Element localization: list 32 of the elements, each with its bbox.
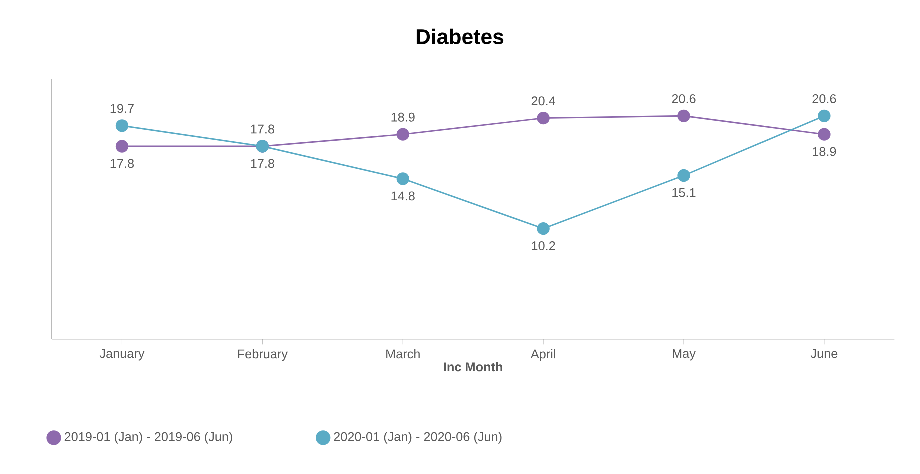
point xyxy=(678,110,690,122)
data-label: 15.1 xyxy=(672,188,696,198)
x-tick-label: January xyxy=(100,349,145,361)
point xyxy=(396,172,410,186)
point xyxy=(818,110,831,122)
data-label: 19.7 xyxy=(110,104,134,114)
data-label: 17.8 xyxy=(251,159,274,168)
point xyxy=(116,140,129,153)
data-label: 18.9 xyxy=(392,112,415,122)
chart-title: Diabetes xyxy=(416,28,504,44)
data-label: 20.4 xyxy=(532,96,556,106)
point xyxy=(537,112,550,125)
x-axis-title: Inc Month xyxy=(444,362,502,372)
point xyxy=(537,222,550,236)
point xyxy=(116,120,129,132)
point xyxy=(818,128,831,141)
legend-label: 2020-01 (Jan) - 2020-06 (Jun) xyxy=(334,432,502,444)
data-label: 20.6 xyxy=(812,94,836,104)
x-tick-label: March xyxy=(386,349,420,359)
data-label: 20.6 xyxy=(672,94,696,104)
point xyxy=(678,169,690,182)
point xyxy=(396,128,410,141)
legend-label: 2019-01 (Jan) - 2019-06 (Jun) xyxy=(64,432,232,444)
data-label: 14.8 xyxy=(392,192,415,201)
x-tick-label: June xyxy=(810,349,838,358)
data-label: 18.9 xyxy=(813,147,836,156)
data-label: 10.2 xyxy=(532,242,556,250)
x-tick-label: April xyxy=(530,349,556,362)
x-tick-label: February xyxy=(238,349,288,362)
data-label: 17.8 xyxy=(110,159,134,168)
x-tick-label: May xyxy=(673,349,696,361)
data-label: 17.8 xyxy=(251,124,274,134)
